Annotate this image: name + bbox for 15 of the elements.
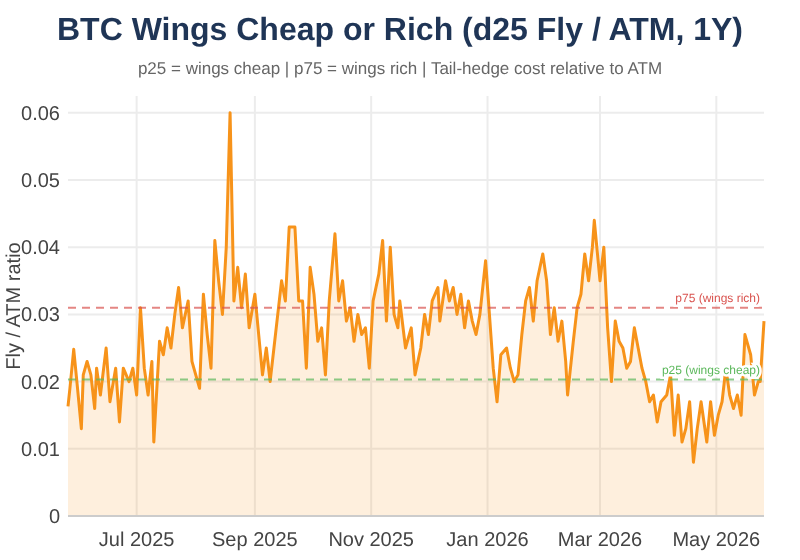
y-tick-label: 0.01: [21, 439, 61, 462]
y-tick-label: 0: [48, 507, 61, 529]
x-tick-label: May 2026: [672, 530, 762, 552]
x-tick-label: Sep 2025: [212, 530, 299, 552]
x-tick-label: Jul 2025: [98, 530, 176, 552]
x-tick-label: Mar 2026: [557, 530, 644, 552]
y-tick-label: 0.03: [21, 305, 61, 328]
y-tick-label: 0.05: [21, 171, 61, 193]
chart-subtitle: p25 = wings cheap | p75 = wings rich | Tail-hedge cost relative to ATM: [137, 58, 663, 78]
chart-title: BTC Wings Cheap or Rich (d25 Fly / ATM, 1Y): [57, 14, 743, 48]
x-tick-label: Nov 2025: [328, 530, 415, 552]
y-tick-label: 0.06: [21, 103, 61, 126]
y-tick-label: 0.04: [21, 238, 61, 261]
y-tick-label: 0.02: [21, 372, 61, 395]
x-tick-label: Jan 2026: [446, 530, 530, 552]
